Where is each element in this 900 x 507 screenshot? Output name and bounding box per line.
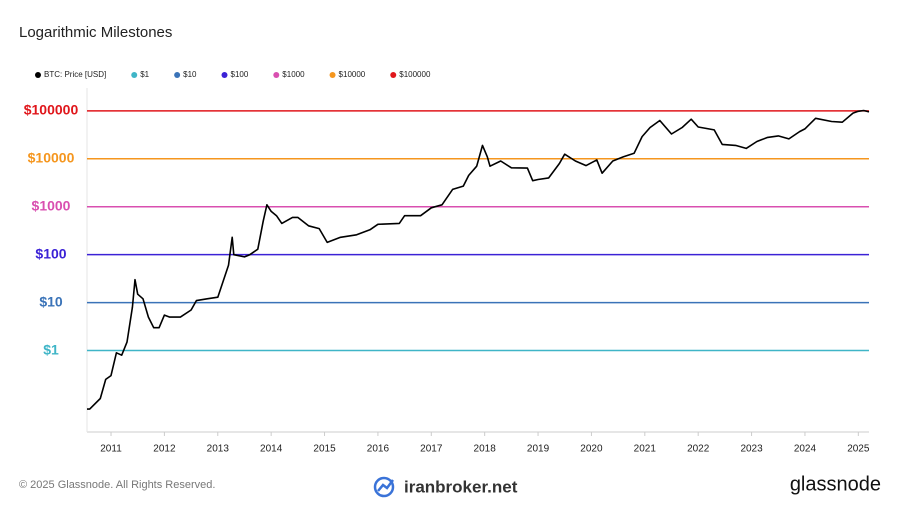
legend-label[interactable]: $1000 — [282, 70, 305, 79]
legend-label[interactable]: BTC: Price [USD] — [44, 70, 106, 79]
x-tick-label: 2015 — [313, 444, 336, 455]
legend-swatch — [329, 72, 336, 78]
x-tick-label: 2013 — [207, 444, 230, 455]
legend-swatch — [131, 72, 138, 78]
legend-label[interactable]: $10 — [183, 70, 197, 79]
x-tick-label: 2023 — [740, 444, 763, 455]
legend-label[interactable]: $100 — [231, 70, 249, 79]
x-tick-label: 2025 — [847, 444, 870, 455]
x-tick-label: 2019 — [527, 444, 550, 455]
legend-label[interactable]: $100000 — [399, 70, 431, 79]
price-line — [87, 109, 870, 410]
legend-swatch — [221, 72, 228, 78]
x-tick-label: 2020 — [580, 444, 603, 455]
y-tick-label: $10000 — [28, 150, 75, 166]
legend-swatch — [174, 72, 181, 78]
x-tick-label: 2011 — [100, 444, 122, 455]
y-tick-label: $10 — [39, 293, 63, 309]
x-tick-label: 2024 — [794, 444, 817, 455]
legend-label[interactable]: $10000 — [339, 70, 366, 79]
x-tick-label: 2014 — [260, 444, 283, 455]
y-tick-label: $1 — [43, 341, 59, 357]
x-tick-label: 2018 — [474, 444, 497, 455]
chart-title: Logarithmic Milestones — [19, 24, 172, 41]
brand: glassnode — [790, 473, 881, 495]
x-tick-label: 2022 — [687, 444, 710, 455]
x-tick-label: 2021 — [634, 444, 657, 455]
x-tick-label: 2017 — [420, 444, 443, 455]
legend-swatch — [390, 72, 397, 78]
watermark: iranbroker.net — [404, 477, 518, 496]
y-tick-label: $1000 — [32, 197, 71, 213]
legend-swatch — [35, 72, 41, 78]
y-tick-label: $100 — [35, 245, 66, 261]
copyright: © 2025 Glassnode. All Rights Reserved. — [19, 479, 215, 491]
legend-swatch — [273, 72, 280, 78]
y-tick-label: $100000 — [24, 102, 79, 118]
watermark-icon — [373, 476, 395, 498]
legend-label[interactable]: $1 — [140, 70, 149, 79]
x-tick-label: 2016 — [367, 444, 390, 455]
x-tick-label: 2012 — [153, 444, 176, 455]
